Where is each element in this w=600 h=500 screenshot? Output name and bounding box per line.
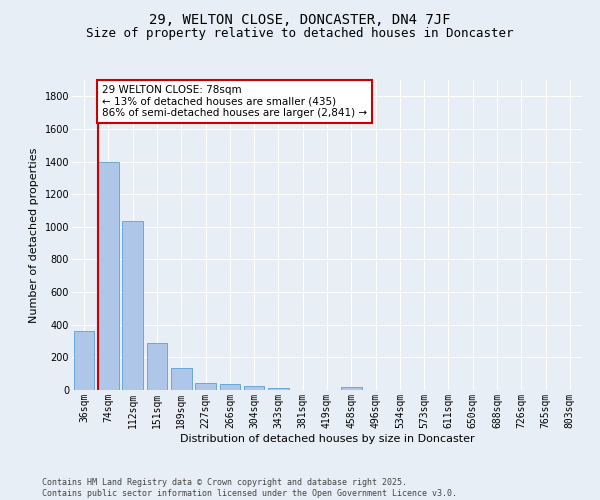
Bar: [268, 388, 289, 390]
Bar: [220, 384, 240, 390]
Text: 29, WELTON CLOSE, DONCASTER, DN4 7JF: 29, WELTON CLOSE, DONCASTER, DN4 7JF: [149, 12, 451, 26]
Bar: [244, 386, 265, 390]
Y-axis label: Number of detached properties: Number of detached properties: [29, 148, 39, 322]
X-axis label: Distribution of detached houses by size in Doncaster: Distribution of detached houses by size …: [179, 434, 475, 444]
Bar: [146, 342, 167, 390]
Bar: [74, 332, 94, 390]
Bar: [171, 368, 191, 390]
Text: 29 WELTON CLOSE: 78sqm
← 13% of detached houses are smaller (435)
86% of semi-de: 29 WELTON CLOSE: 78sqm ← 13% of detached…: [102, 85, 367, 118]
Text: Contains HM Land Registry data © Crown copyright and database right 2025.
Contai: Contains HM Land Registry data © Crown c…: [42, 478, 457, 498]
Bar: [122, 221, 143, 390]
Bar: [98, 162, 119, 390]
Bar: [195, 383, 216, 390]
Text: Size of property relative to detached houses in Doncaster: Size of property relative to detached ho…: [86, 28, 514, 40]
Bar: [341, 387, 362, 390]
